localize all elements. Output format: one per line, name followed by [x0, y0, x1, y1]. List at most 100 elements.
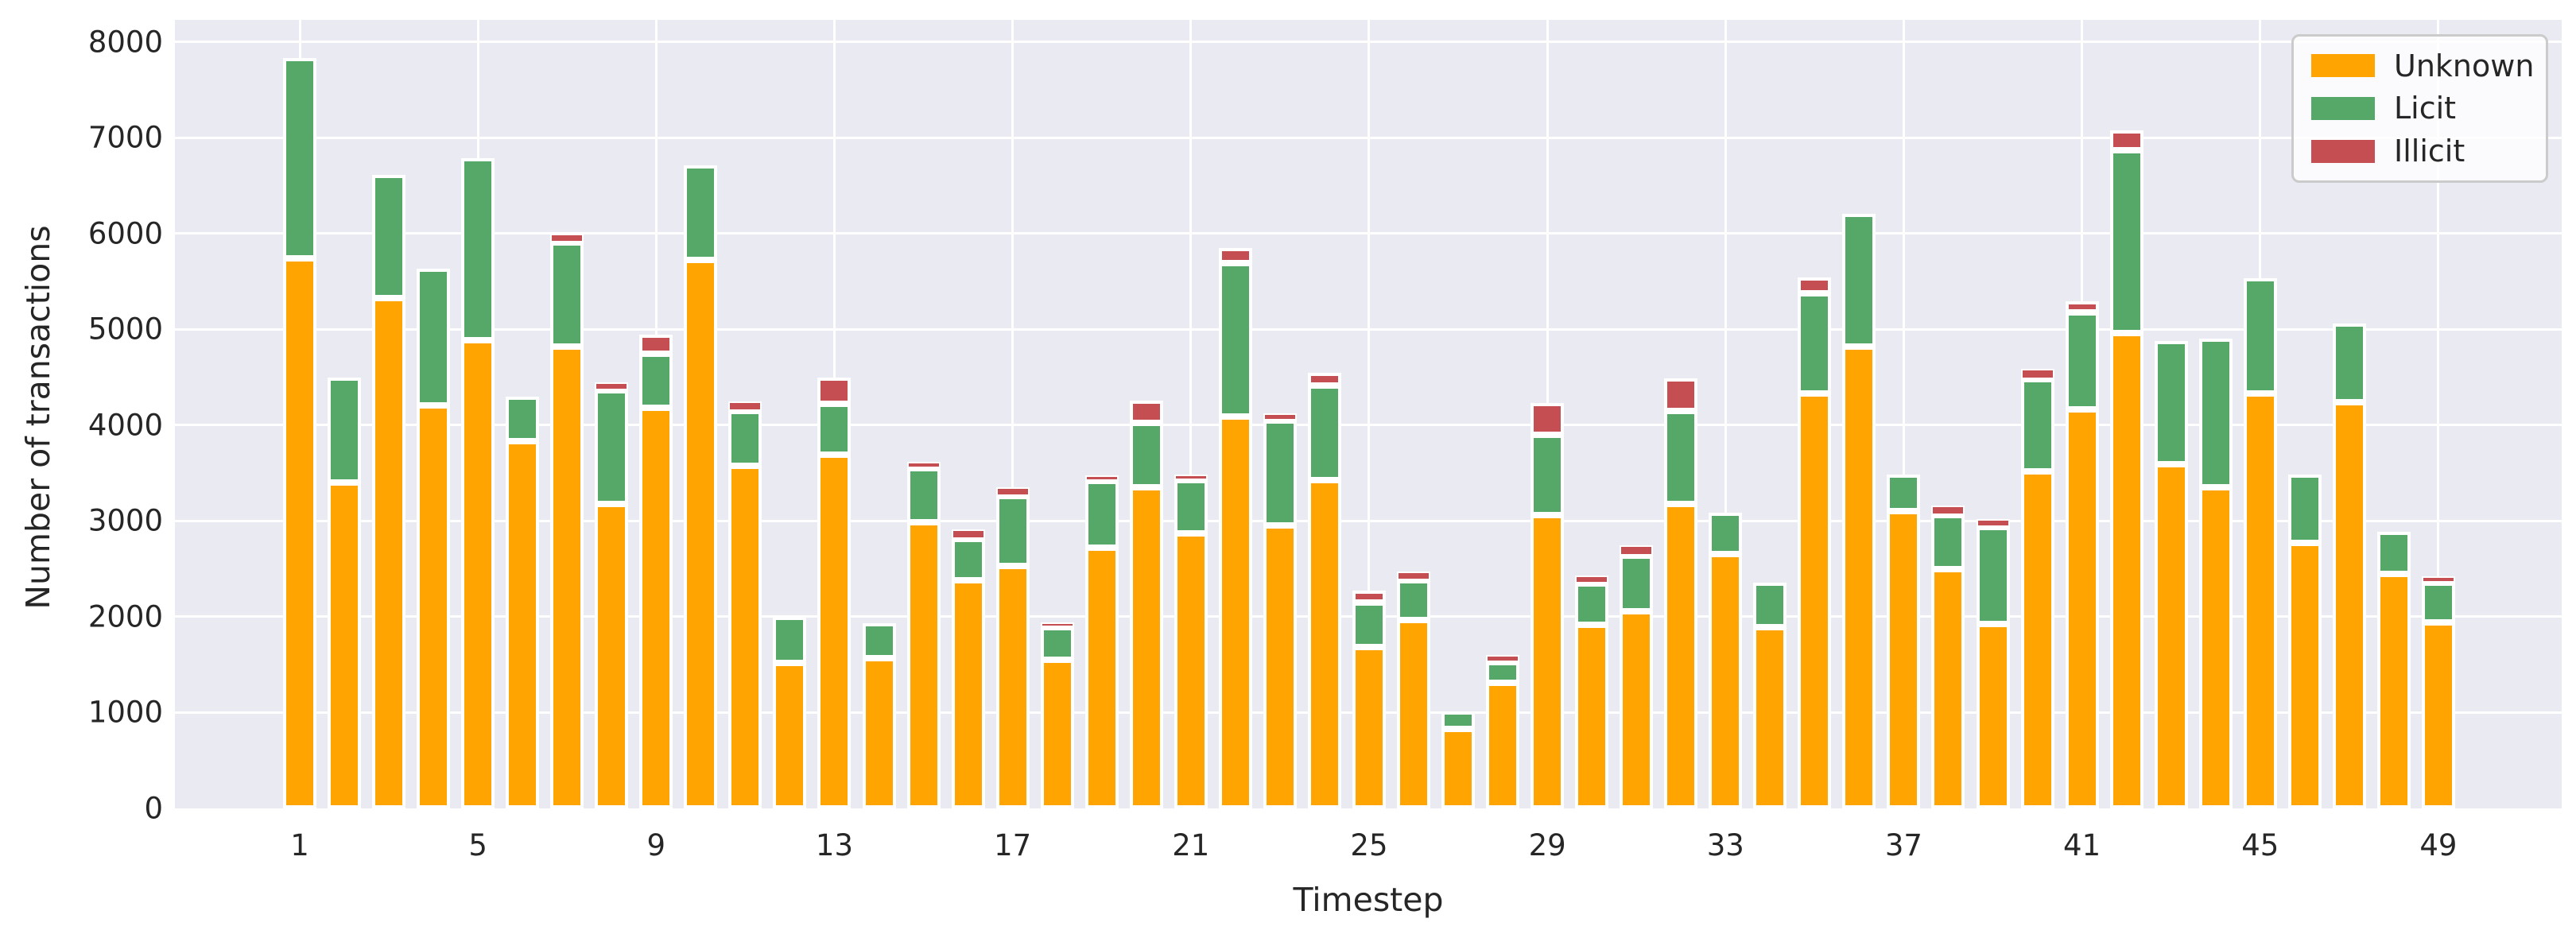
bar-5-licit: [461, 157, 495, 340]
bar-16-unknown: [951, 580, 985, 808]
bar-46-licit: [2287, 474, 2322, 543]
bar-24-illicit: [1307, 372, 1341, 386]
bar-32-illicit: [1664, 378, 1698, 412]
bar-8-licit: [595, 390, 629, 504]
bar-48-licit: [2376, 532, 2411, 574]
bar-22-illicit: [1218, 247, 1252, 263]
legend-label-licit: Licit: [2394, 91, 2457, 126]
bar-14-licit: [862, 623, 896, 658]
bar-28-licit: [1486, 662, 1520, 683]
bar-49-licit: [2421, 583, 2455, 623]
bar-16-illicit: [951, 529, 985, 539]
bar-41-illicit: [2065, 300, 2099, 313]
x-tick-label-1: 1: [290, 828, 309, 862]
bar-43-licit: [2154, 341, 2188, 465]
bar-29-unknown: [1530, 515, 1565, 808]
bar-30-licit: [1575, 583, 1609, 626]
bar-27-unknown: [1441, 728, 1476, 808]
bar-2-unknown: [328, 483, 362, 808]
bar-17-illicit: [995, 487, 1030, 497]
bar-25-licit: [1352, 603, 1386, 647]
bar-47-unknown: [2332, 401, 2366, 808]
bar-40-unknown: [2020, 471, 2054, 808]
bar-26-licit: [1397, 579, 1430, 620]
bar-35-licit: [1798, 293, 1832, 394]
bar-29-illicit: [1530, 403, 1565, 435]
bar-31-unknown: [1620, 610, 1654, 808]
bar-38-licit: [1931, 515, 1965, 570]
bar-30-illicit: [1575, 575, 1609, 583]
x-tick-label-13: 13: [815, 828, 854, 862]
bar-30-unknown: [1575, 625, 1609, 808]
bar-26-illicit: [1397, 572, 1430, 580]
bar-45-licit: [2243, 278, 2277, 394]
bar-31-licit: [1620, 556, 1654, 611]
bar-15-illicit: [906, 462, 941, 469]
bar-37-unknown: [1887, 510, 1921, 808]
x-gridline-49: [2437, 20, 2440, 808]
bar-35-illicit: [1798, 277, 1832, 293]
y-axis-label: Number of transactions: [19, 225, 57, 610]
y-tick-label-6000: 6000: [87, 216, 163, 251]
legend-label-illicit: Illicit: [2394, 134, 2465, 169]
bar-19-illicit: [1084, 475, 1119, 482]
plot-area: [175, 20, 2562, 808]
bar-39-illicit: [1976, 519, 2010, 528]
x-tick-label-45: 45: [2241, 828, 2279, 862]
bar-34-unknown: [1753, 627, 1787, 808]
bar-32-licit: [1664, 411, 1698, 504]
bar-12-licit: [773, 616, 807, 663]
bar-7-unknown: [550, 347, 584, 808]
y-tick-label-4000: 4000: [87, 408, 163, 443]
bar-25-unknown: [1352, 646, 1386, 808]
x-tick-label-9: 9: [646, 828, 666, 862]
bar-7-licit: [550, 242, 584, 347]
bar-8-illicit: [595, 382, 629, 391]
bar-39-unknown: [1976, 623, 2010, 808]
bar-18-illicit: [1040, 622, 1074, 628]
bar-1-unknown: [283, 258, 316, 808]
bar-17-licit: [995, 496, 1030, 567]
illicit-swatch: [2311, 139, 2375, 163]
bar-38-unknown: [1931, 569, 1965, 808]
bar-40-licit: [2020, 379, 2054, 472]
bar-19-licit: [1084, 481, 1119, 548]
bar-5-unknown: [461, 339, 495, 808]
bar-41-unknown: [2065, 409, 2099, 808]
bar-10-unknown: [684, 259, 718, 808]
bar-44-licit: [2198, 339, 2233, 487]
bar-13-illicit: [817, 377, 852, 405]
x-tick-label-25: 25: [1350, 828, 1388, 862]
bar-21-unknown: [1174, 533, 1208, 808]
bar-1-licit: [283, 58, 316, 259]
bar-14-unknown: [862, 657, 896, 808]
x-gridline-17: [1011, 20, 1014, 808]
bar-15-unknown: [906, 521, 941, 808]
bar-32-unknown: [1664, 503, 1698, 808]
bar-45-unknown: [2243, 393, 2277, 808]
bar-33-unknown: [1709, 553, 1743, 808]
bar-33-licit: [1709, 512, 1743, 554]
bar-11-licit: [728, 411, 762, 467]
bar-36-licit: [1842, 213, 1876, 347]
bar-43-unknown: [2154, 464, 2188, 808]
bar-10-licit: [684, 165, 718, 260]
licit-swatch: [2311, 96, 2375, 120]
bar-15-licit: [906, 468, 941, 522]
y-tick-label-3000: 3000: [87, 503, 163, 538]
bar-20-illicit: [1129, 400, 1163, 424]
legend-row-unknown: Unknown: [2294, 51, 2546, 81]
y-tick-label-7000: 7000: [87, 120, 163, 155]
bar-31-illicit: [1620, 545, 1654, 556]
legend-row-illicit: Illicit: [2294, 136, 2546, 166]
bar-3-unknown: [372, 297, 406, 808]
legend-row-licit: Licit: [2294, 93, 2546, 123]
legend: Unknown Licit Illicit: [2291, 34, 2548, 183]
bar-39-licit: [1976, 527, 2010, 624]
bar-18-licit: [1040, 627, 1074, 661]
bar-6-licit: [506, 396, 540, 442]
bar-16-licit: [951, 538, 985, 581]
bar-19-unknown: [1084, 548, 1119, 808]
x-gridline-37: [1902, 20, 1905, 808]
bar-25-illicit: [1352, 591, 1386, 603]
